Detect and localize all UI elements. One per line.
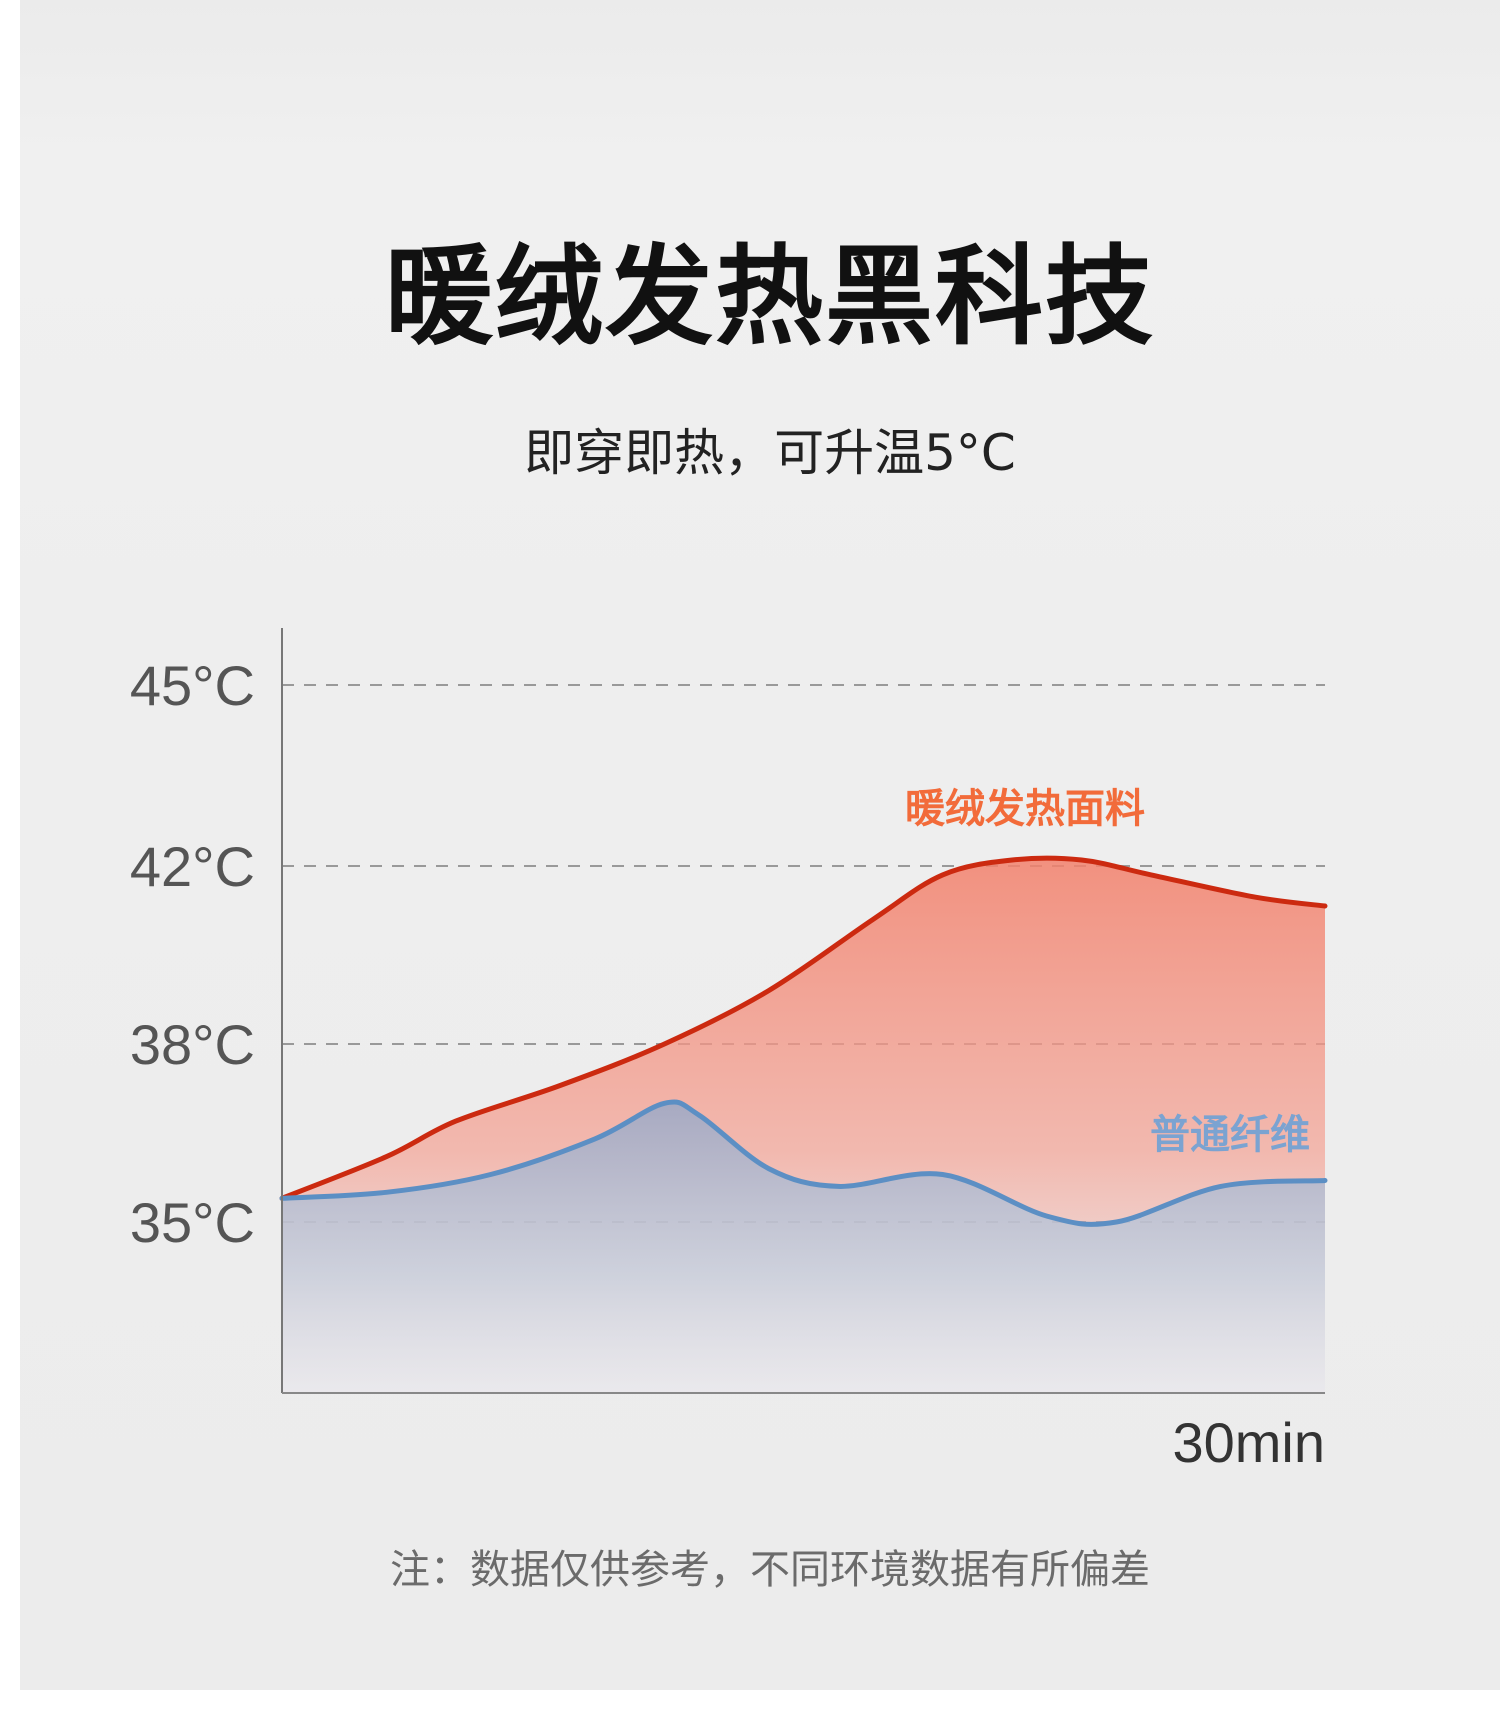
y-tick-label: 45°C <box>130 654 255 717</box>
y-tick-labels: 45°C 42°C 38°C 35°C <box>130 654 255 1254</box>
series-label-ordinary-fiber: 普通纤维 <box>1150 1112 1310 1158</box>
x-axis-label: 30min <box>1172 1411 1325 1474</box>
series-lines <box>279 855 1328 1227</box>
y-tick-label: 35°C <box>130 1191 255 1254</box>
page-title: 暖绒发热黑科技 <box>384 235 1155 360</box>
series-line-ordinary-fiber <box>279 1099 1328 1227</box>
series-area-ordinary-fiber <box>282 1101 1325 1393</box>
series-areas <box>282 858 1325 1393</box>
footnote: 注：数据仅供参考，不同环境数据有所偏差 <box>390 1547 1150 1593</box>
y-tick-label: 38°C <box>130 1013 255 1076</box>
series-label-warm-fabric: 暖绒发热面料 <box>905 786 1145 832</box>
series-line-warm-fabric <box>279 855 1328 1201</box>
background-panel <box>20 0 1500 1690</box>
page-subtitle: 即穿即热，可升温5°C <box>524 424 1016 482</box>
y-tick-label: 42°C <box>130 835 255 898</box>
